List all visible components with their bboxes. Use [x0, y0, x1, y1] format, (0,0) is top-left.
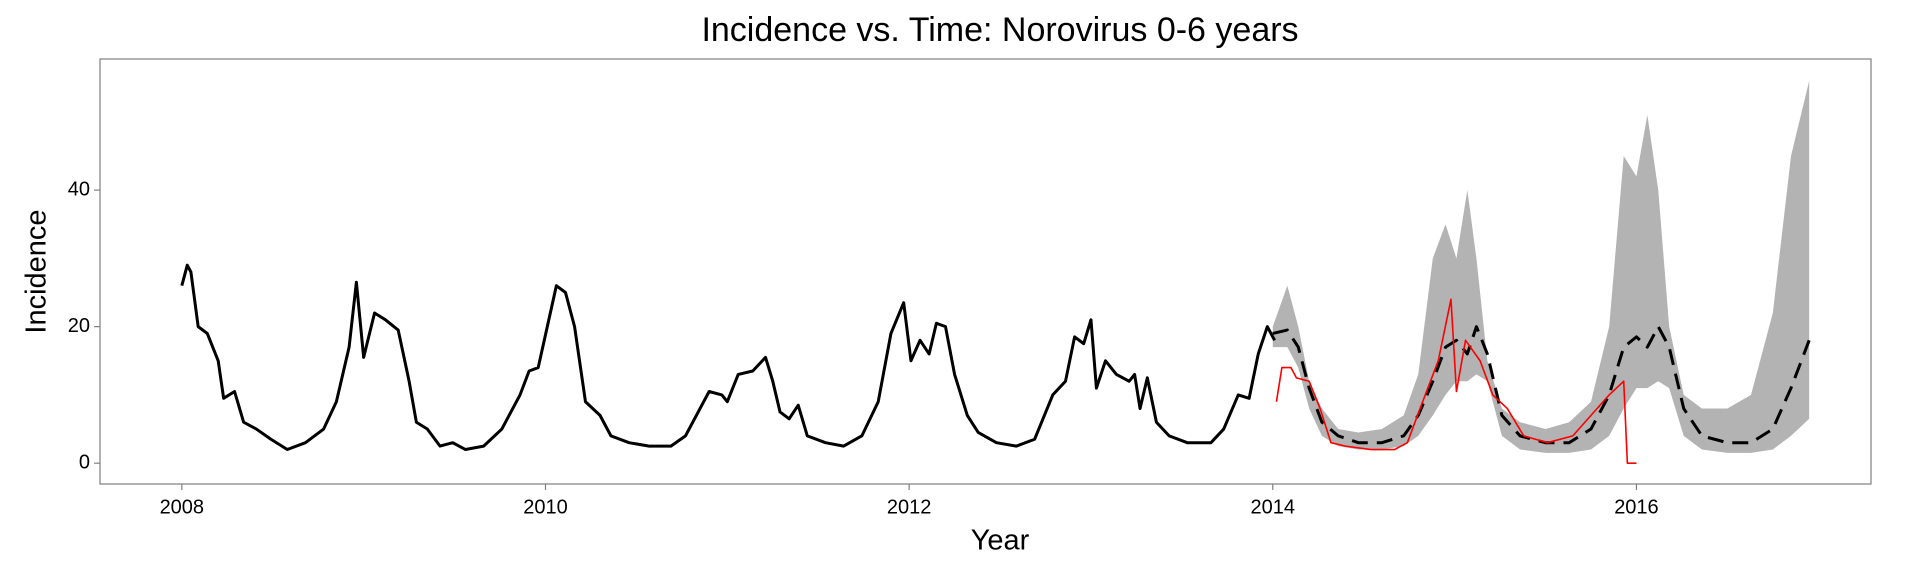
x-tick-label: 2014: [1251, 496, 1296, 518]
plot-panel: [99, 58, 1872, 485]
series-line: [180, 263, 1276, 452]
x-tick-label: 2010: [523, 496, 568, 518]
y-tick-label: 0: [79, 451, 90, 473]
x-tick-label: 2016: [1614, 496, 1659, 518]
chart-title: Incidence vs. Time: Norovirus 0-6 years: [701, 11, 1298, 49]
series-line: [1272, 325, 1811, 445]
series-line: [1275, 298, 1637, 464]
x-axis-title: Year: [971, 525, 1030, 557]
forecast-band: [1272, 80, 1810, 453]
y-axis-title: Incidence: [21, 209, 53, 333]
y-tick-label: 20: [68, 315, 90, 337]
x-tick-label: 2012: [887, 496, 932, 518]
y-tick-label: 40: [68, 178, 90, 200]
x-tick-label: 2008: [160, 496, 205, 518]
